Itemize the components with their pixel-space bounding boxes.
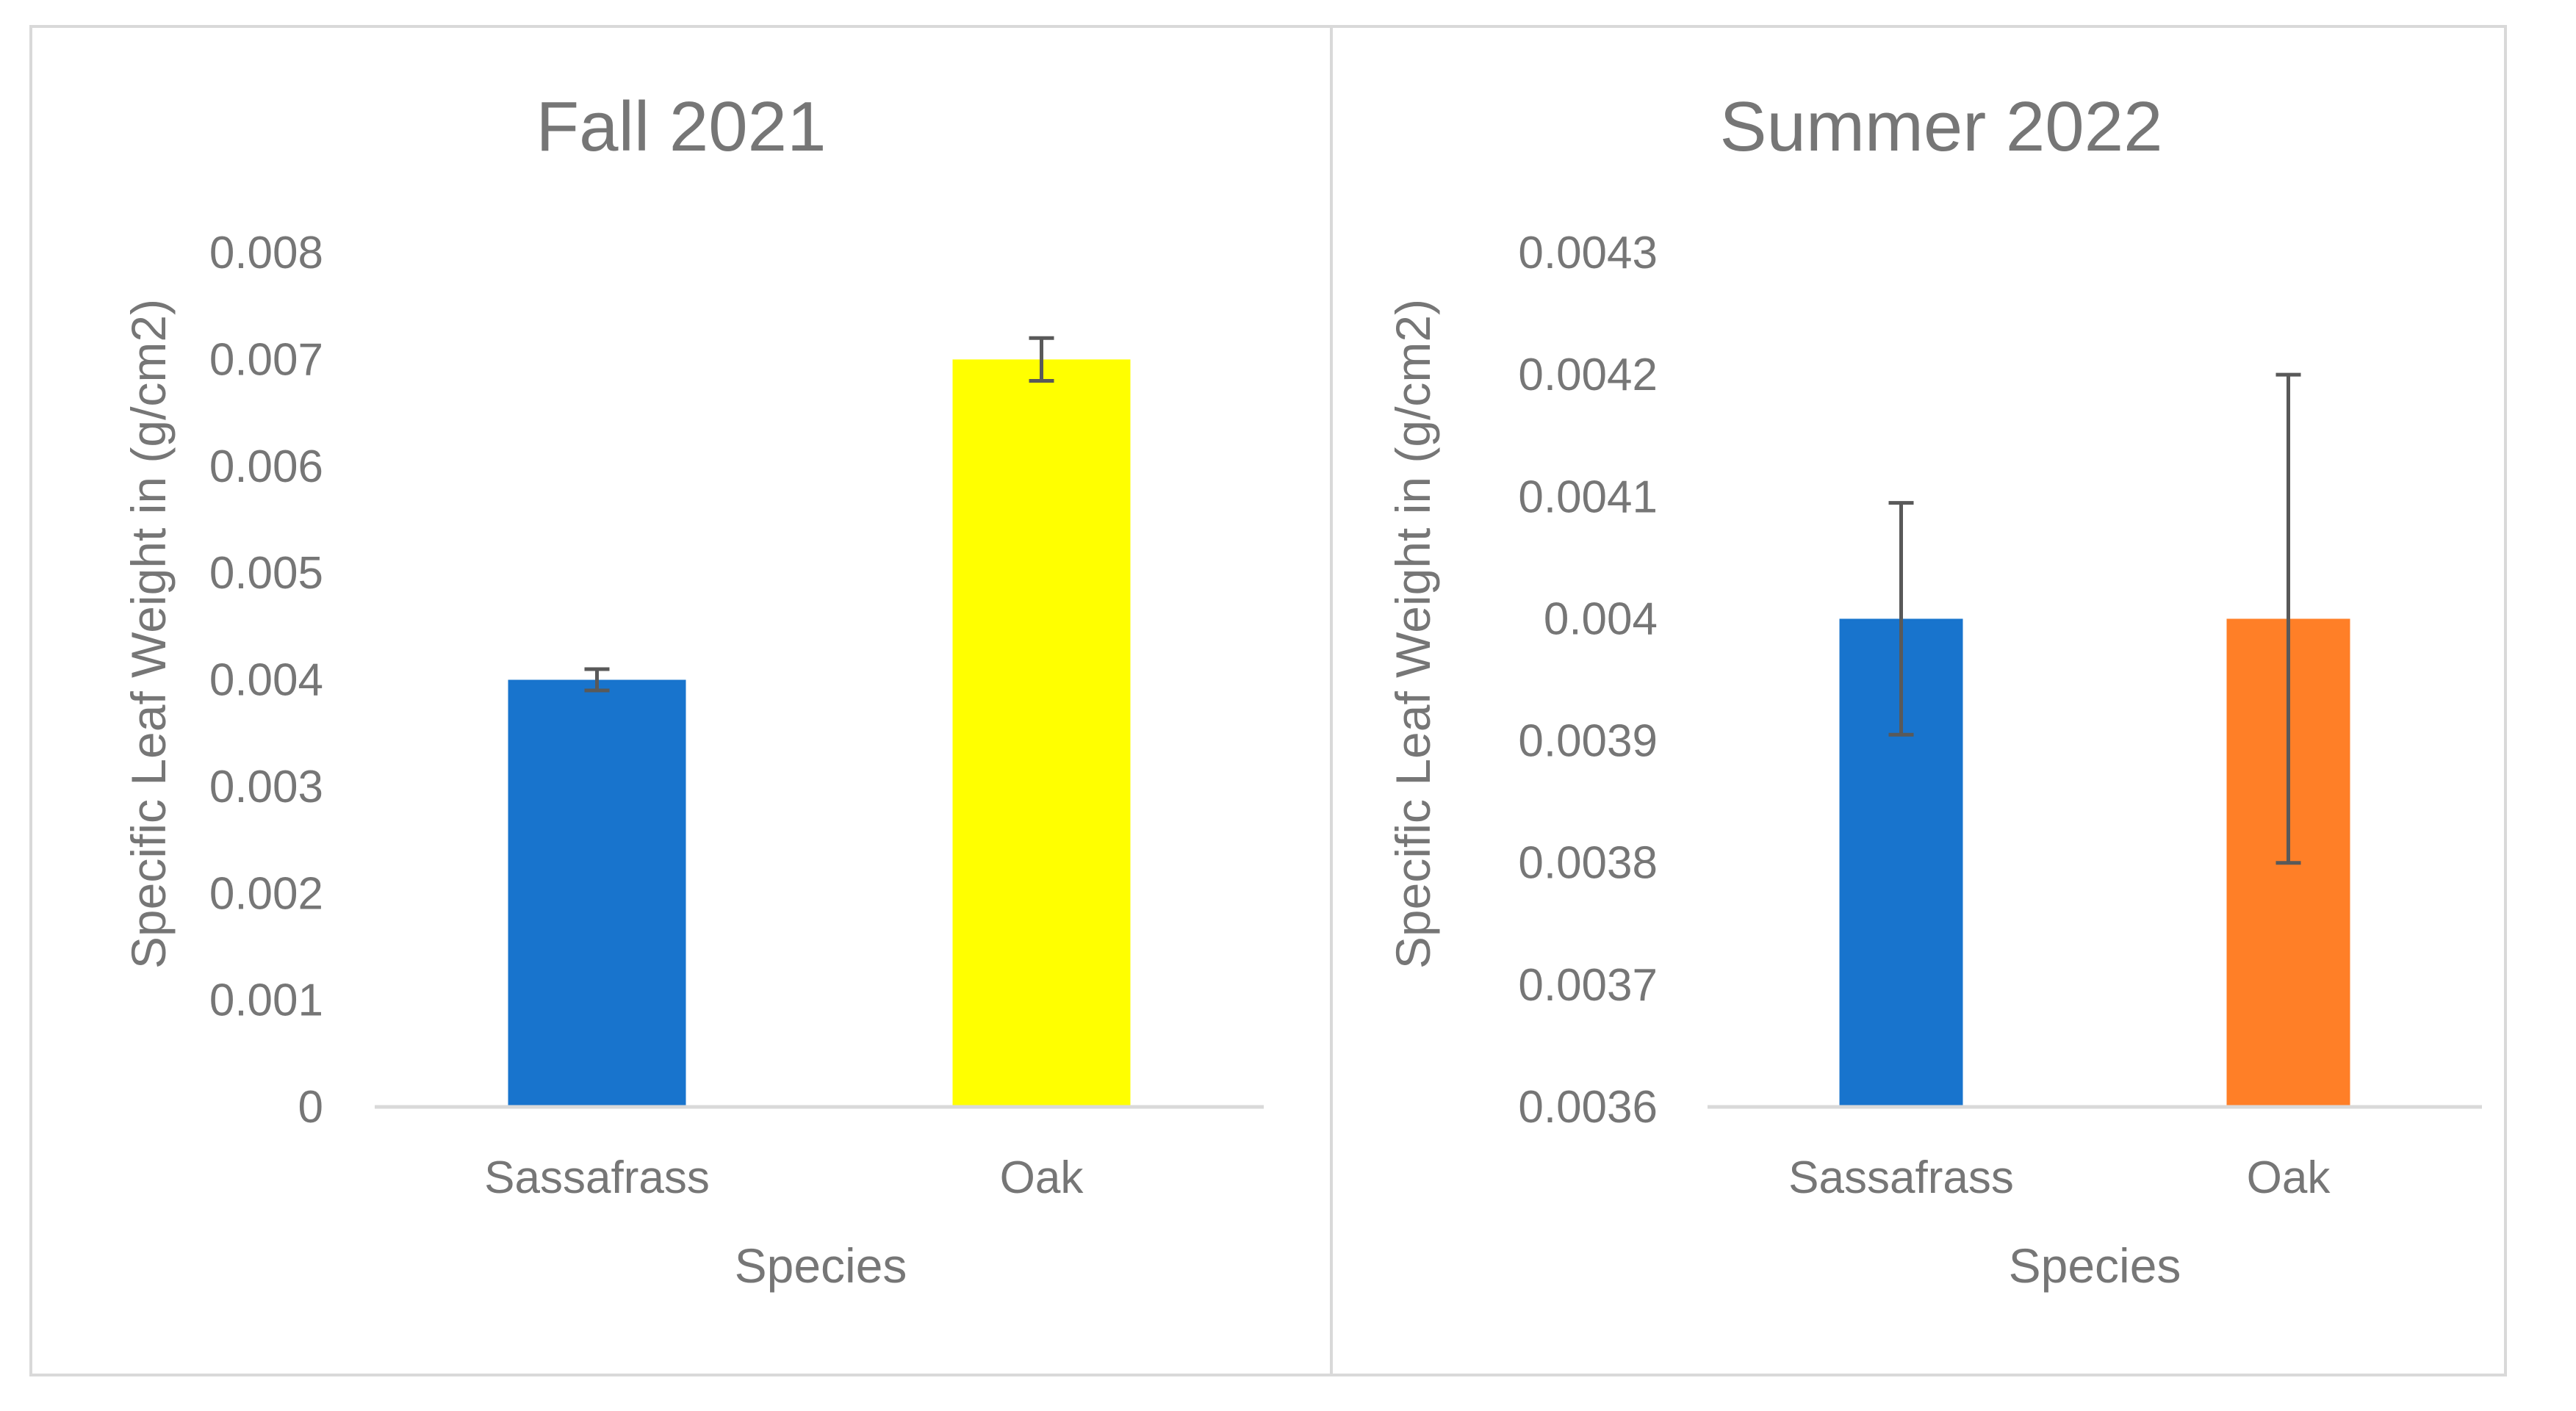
category-labels: Sassafrass Oak bbox=[484, 1152, 1084, 1203]
y-tick-label: 0 bbox=[298, 1082, 323, 1133]
y-tick-label: 0.0042 bbox=[1518, 350, 1658, 400]
y-tick-label: 0.007 bbox=[209, 334, 323, 385]
category-label: Oak bbox=[1000, 1152, 1084, 1203]
y-tick-label: 0.004 bbox=[209, 655, 323, 706]
x-axis-title: Species bbox=[2009, 1238, 2181, 1293]
bar-sassafrass bbox=[508, 679, 686, 1107]
error-bar-sassafrass bbox=[1888, 501, 1914, 737]
y-tick-label: 0.0037 bbox=[1518, 960, 1658, 1011]
y-tick-labels: 0 0.001 0.002 0.003 0.004 0.005 0.006 0.007 0.00… bbox=[209, 228, 323, 1133]
y-tick-label: 0.006 bbox=[209, 441, 323, 492]
y-tick-label: 0.002 bbox=[209, 868, 323, 919]
category-label: Sassafrass bbox=[484, 1152, 710, 1203]
error-bar-sassafrass bbox=[584, 667, 610, 693]
category-label: Sassafrass bbox=[1788, 1152, 2014, 1203]
error-bar-oak bbox=[1029, 336, 1054, 383]
y-axis-title: Specific Leaf Weight in (g/cm2) bbox=[121, 299, 176, 969]
y-tick-label: 0.0043 bbox=[1518, 228, 1658, 278]
error-bar-oak bbox=[2275, 372, 2301, 865]
bars bbox=[508, 359, 1131, 1107]
x-axis-title: Species bbox=[735, 1238, 907, 1293]
y-tick-label: 0.005 bbox=[209, 548, 323, 599]
y-axis-title: Specific Leaf Weight in (g/cm2) bbox=[1386, 299, 1440, 969]
category-labels: Sassafrass Oak bbox=[1788, 1152, 2331, 1203]
y-tick-label: 0.001 bbox=[209, 975, 323, 1026]
y-tick-label: 0.008 bbox=[209, 228, 323, 278]
y-tick-label: 0.004 bbox=[1544, 593, 1658, 644]
chart-title: Fall 2021 bbox=[536, 87, 827, 166]
y-tick-label: 0.0039 bbox=[1518, 716, 1658, 767]
error-bars bbox=[584, 336, 1054, 693]
chart-title: Summer 2022 bbox=[1720, 87, 2163, 166]
y-tick-label: 0.0036 bbox=[1518, 1082, 1658, 1133]
y-tick-label: 0.0038 bbox=[1518, 838, 1658, 889]
error-bars bbox=[1888, 372, 2301, 865]
y-tick-labels: 0.0036 0.0037 0.0038 0.0039 0.004 0.0041 0.004… bbox=[1518, 228, 1658, 1133]
y-tick-label: 0.0041 bbox=[1518, 472, 1658, 522]
chart-summer-2022: Summer 2022 Specific Leaf Weight in (g/c… bbox=[1386, 87, 2482, 1293]
bars bbox=[1839, 618, 2350, 1107]
bar-oak bbox=[952, 359, 1131, 1107]
y-tick-label: 0.003 bbox=[209, 762, 323, 812]
category-label: Oak bbox=[2247, 1152, 2331, 1203]
chart-fall-2021: Fall 2021 Specific Leaf Weight in (g/cm2… bbox=[121, 87, 1264, 1293]
